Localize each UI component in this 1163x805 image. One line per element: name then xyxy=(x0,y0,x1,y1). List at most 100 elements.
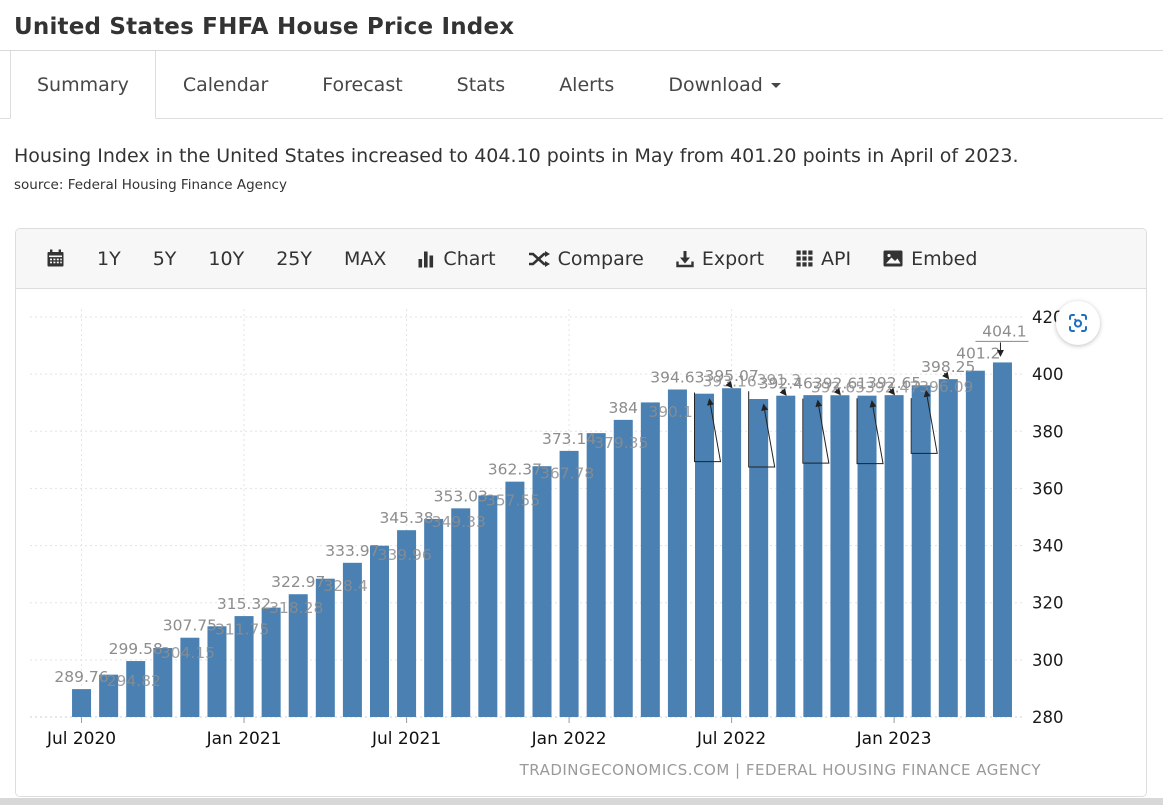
y-tick-label: 400 xyxy=(1032,365,1064,384)
bar[interactable] xyxy=(315,578,335,717)
range-label: MAX xyxy=(344,247,387,270)
bar-value-label: 345.38 xyxy=(379,509,433,527)
bar-value-label: 394.63 xyxy=(650,368,704,386)
bar[interactable] xyxy=(992,362,1012,717)
tab-forecast[interactable]: Forecast xyxy=(295,51,429,119)
source-name: Federal Housing Finance Agency xyxy=(67,177,287,193)
bar-value-label: 357.55 xyxy=(486,491,540,509)
bar[interactable] xyxy=(126,661,146,717)
bar[interactable] xyxy=(965,370,985,717)
bar[interactable] xyxy=(342,562,362,717)
bar[interactable] xyxy=(640,402,660,717)
bar-value-label: 395.07 xyxy=(704,367,758,385)
bar[interactable] xyxy=(72,689,92,717)
bar-value-label: 392.65 xyxy=(811,379,865,397)
export-button[interactable]: Export xyxy=(660,229,780,288)
bar[interactable] xyxy=(261,607,281,717)
bar[interactable] xyxy=(559,450,579,717)
range-1y-button[interactable]: 1Y xyxy=(81,229,137,288)
range-10y-button[interactable]: 10Y xyxy=(192,229,260,288)
compare-button[interactable]: Compare xyxy=(512,229,660,288)
bar[interactable] xyxy=(857,395,877,717)
tab-download[interactable]: Download xyxy=(641,51,807,119)
callout-arrow xyxy=(887,387,896,396)
calendar-button[interactable] xyxy=(30,229,81,288)
y-tick-label: 320 xyxy=(1032,594,1064,613)
range-label: 1Y xyxy=(97,247,121,270)
bar[interactable] xyxy=(451,508,471,717)
bar[interactable] xyxy=(180,637,200,717)
bar[interactable] xyxy=(938,379,958,717)
bar[interactable] xyxy=(695,393,715,717)
bar[interactable] xyxy=(749,399,769,717)
bar-value-label: 318.28 xyxy=(269,599,323,617)
range-25y-button[interactable]: 25Y xyxy=(260,229,328,288)
bar[interactable] xyxy=(667,389,687,717)
x-tick-label: Jul 2021 xyxy=(371,729,441,749)
callout-arrow xyxy=(725,380,733,389)
bar-value-label: 362.37 xyxy=(488,461,542,479)
embed-button[interactable]: Embed xyxy=(867,229,993,288)
x-tick-label: Jul 2020 xyxy=(46,729,116,749)
range-max-button[interactable]: MAX xyxy=(328,229,402,288)
callout-arrow xyxy=(833,387,841,396)
x-tick-label: Jan 2023 xyxy=(856,729,932,749)
bar[interactable] xyxy=(424,518,444,717)
bar[interactable] xyxy=(288,594,308,717)
button-label: Compare xyxy=(557,247,644,270)
tab-label: Forecast xyxy=(322,73,403,96)
bar-chart[interactable]: 280 300 320 340 360 380 400 420 Jul 2020 Jan 2021… xyxy=(16,289,1146,796)
bar[interactable] xyxy=(613,419,633,717)
calendar-icon xyxy=(47,249,64,267)
bar[interactable] xyxy=(586,433,606,717)
x-tick-label: Jan 2022 xyxy=(531,729,607,749)
chart-type-button[interactable]: Chart xyxy=(402,229,511,288)
callout-leader xyxy=(748,391,776,468)
bar-value-label: 311.75 xyxy=(215,621,269,639)
bar-value-label: 304.15 xyxy=(161,644,215,662)
screenshot-lens-icon xyxy=(1069,314,1087,332)
bar[interactable] xyxy=(830,395,850,717)
bar-value-label: 294.82 xyxy=(107,672,161,690)
bar[interactable] xyxy=(884,395,904,717)
bar[interactable] xyxy=(234,616,254,717)
bar-value-label: 391.3 xyxy=(757,371,801,389)
y-tick-label: 340 xyxy=(1032,537,1064,556)
shuffle-icon xyxy=(528,250,550,267)
tab-alerts[interactable]: Alerts xyxy=(532,51,641,119)
bar[interactable] xyxy=(369,545,389,717)
y-tick-label: 280 xyxy=(1032,708,1064,727)
bar[interactable] xyxy=(207,626,227,717)
bottom-strip xyxy=(0,798,1163,805)
screenshot-button[interactable] xyxy=(1056,301,1100,345)
bar[interactable] xyxy=(99,674,119,717)
bar-value-label: 373.14 xyxy=(542,430,596,448)
bar[interactable] xyxy=(478,495,498,717)
image-icon xyxy=(883,250,903,267)
tab-label: Calendar xyxy=(182,73,269,96)
source-label: source: xyxy=(14,177,64,193)
tab-label: Summary xyxy=(37,73,129,96)
bar[interactable] xyxy=(911,385,931,717)
tab-summary[interactable]: Summary xyxy=(10,51,156,119)
tab-calendar[interactable]: Calendar xyxy=(156,51,295,119)
bar[interactable] xyxy=(532,466,552,717)
bar[interactable] xyxy=(153,648,173,717)
bar[interactable] xyxy=(803,395,823,717)
bar[interactable] xyxy=(397,530,417,717)
callout-leader xyxy=(856,398,884,465)
bar-value-label: 333.97 xyxy=(325,542,379,560)
tab-label: Stats xyxy=(456,73,506,96)
range-5y-button[interactable]: 5Y xyxy=(137,229,193,288)
callout-arrow xyxy=(779,388,787,396)
bar-value-label: 392.61 xyxy=(813,374,867,392)
tab-stats[interactable]: Stats xyxy=(430,51,533,119)
bar[interactable] xyxy=(776,395,796,717)
y-tick-label: 300 xyxy=(1032,651,1064,670)
bar[interactable] xyxy=(505,481,525,717)
api-button[interactable]: API xyxy=(780,229,867,288)
callout-arrow xyxy=(942,371,950,380)
bar[interactable] xyxy=(722,388,742,717)
bar-value-label: 307.75 xyxy=(163,617,217,635)
